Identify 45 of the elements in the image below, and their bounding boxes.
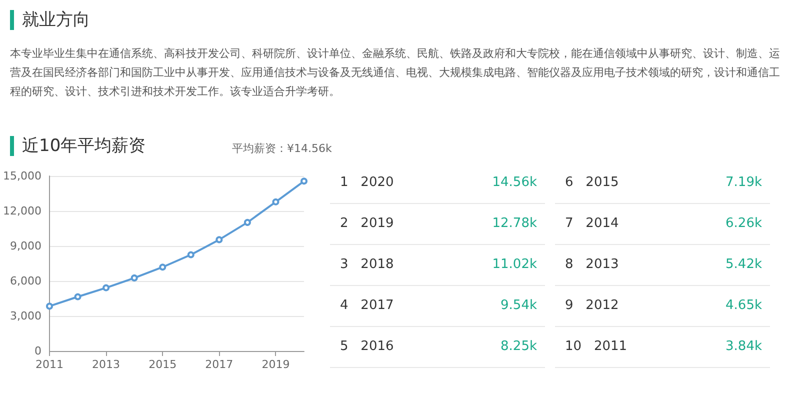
text: 本专业毕业生集中在通信系统、高科技开发公司、科研院所、设计单位、金融系统、民航、铁路及政府和大专院校，能在通信领域中从事研究、设计、制造、运营及在国民经济各部门和国防工业中从事开发、应用通信技术与设备及无线通信、电视、大规模集成电路、智能仪器及应用电子技术领域的研究，设计和通信工程的研究、设计、技术引进和技术开发工作。该专业适合升学考研。 [10,46,780,100]
text: 10 2011 [565,338,628,356]
y-tick-label: 15,000 [2,170,42,182]
text: 8 2013 [565,256,619,274]
x-tick-label: 2011 [35,358,64,371]
point [102,284,110,292]
text: 4.65k [726,297,762,315]
y-tick-label: 3,000 [10,310,42,322]
text: 2 2019 [340,215,394,233]
text: 9 2012 [565,297,619,315]
y-tick-label: 9,000 [10,240,42,252]
y-tick-label: 6,000 [10,274,42,288]
text: 5 2016 [340,338,394,356]
text: 5.42k [726,256,762,274]
x-tick-label: 2019 [262,358,290,371]
point [187,251,194,258]
point [244,218,251,226]
text: 3.84k [726,338,762,356]
text: 7.19k [726,174,762,192]
text: 3 2018 [340,256,394,274]
text: 11.02k [492,256,537,274]
point [272,198,280,206]
text: 8.25k [500,338,537,356]
x-tick-label: 2013 [92,358,120,371]
point [159,264,166,271]
text: 就业方向 [10,10,90,30]
text: 14.56k [492,174,537,192]
point [130,274,138,282]
text: 1 2020 [340,174,394,192]
chart-title: 近10年平均薪资 [10,136,146,156]
point [300,178,308,185]
y-tick-label: 0 [34,344,42,358]
point [74,293,82,300]
text: 6.26k [726,215,762,233]
x-tick-label: 2015 [148,358,177,371]
y-tick-label: 12,000 [2,204,42,218]
text: 12.78k [492,215,537,233]
text: 4 2017 [340,297,394,315]
text: 平均薪资：¥14.56k [232,141,332,156]
point [46,302,53,310]
text: 6 2015 [565,174,619,192]
point [216,236,223,244]
x-tick-label: 2017 [205,358,234,371]
text: 7 2014 [565,215,619,233]
text: 9.54k [500,297,537,315]
